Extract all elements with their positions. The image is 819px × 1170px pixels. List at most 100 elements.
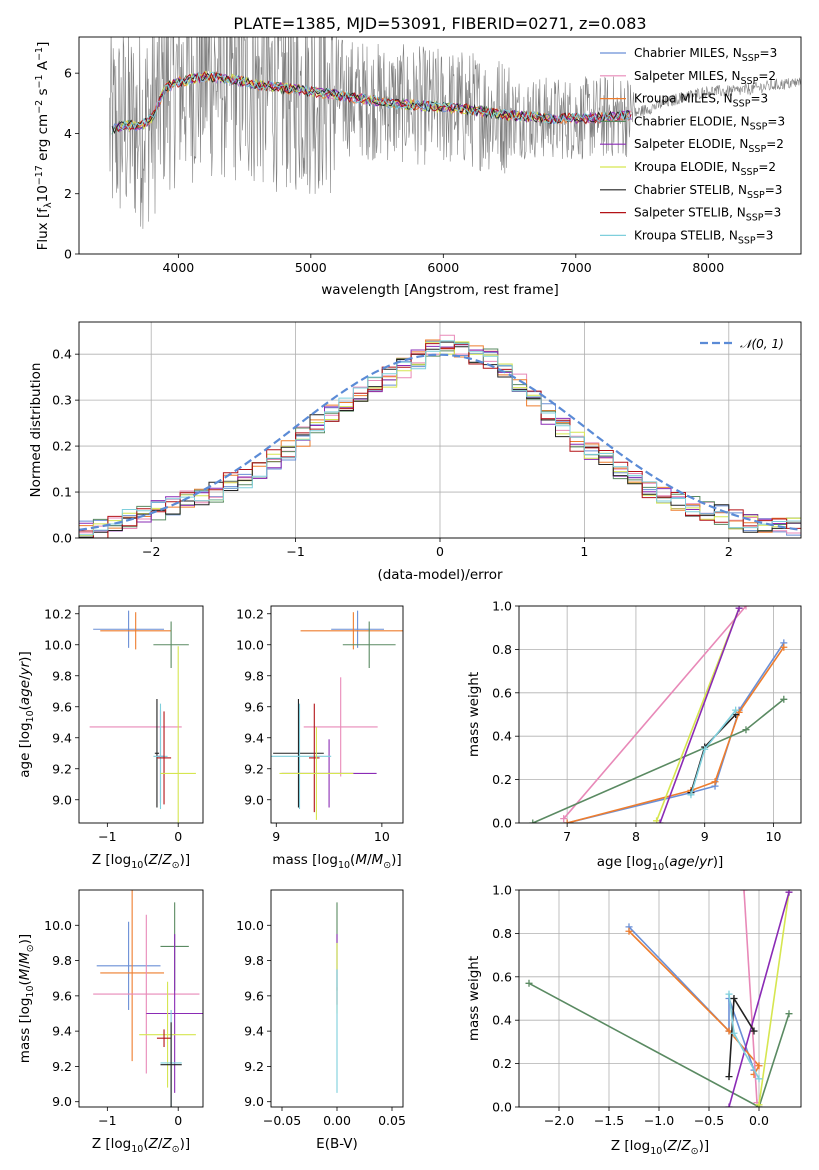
data-point-marker: [742, 726, 750, 734]
data-point-marker: [755, 1101, 763, 1107]
mass-weight-vs-age-panel: 7 8 9 10 0.0 0.2 0.4 0.6 0.8 1.0 age [log10(age/yr…: [466, 599, 802, 873]
mass-weight-line: [628, 926, 755, 1071]
legend-label: Salpeter MILES, NSSP=2: [634, 69, 776, 87]
data-point-marker: [711, 778, 719, 786]
x-tick-label: −1.5: [594, 1113, 624, 1128]
y-tick-label: 0.6: [492, 969, 512, 984]
x-tick-label: −2.0: [544, 1113, 574, 1128]
age-vs-metallicity-panel: −1 0 9.0 9.2 9.4 9.6 9.8 10.0 10.2 Z [log10(Z/Z⊙)…: [17, 605, 204, 871]
axes: 7 8 9 10 0.0 0.2 0.4 0.6 0.8 1.0: [492, 599, 802, 844]
axes-frame: [270, 605, 404, 824]
y-axis-label: Flux [fλ10−17 erg cm−2 s−1 A−1]: [34, 42, 54, 251]
figure-title: PLATE=1385, MJD=53091, FIBERID=0271, z=0…: [233, 14, 646, 33]
y-tick-label: 9.0: [52, 1094, 72, 1109]
x-tick-label: 0: [174, 829, 182, 844]
y-axis-label: mass weight: [466, 672, 482, 757]
axes: −1 0 9.0 9.2 9.4 9.6 9.8 10.0 10.2: [44, 605, 204, 844]
y-tick-label: 9.2: [244, 1059, 264, 1074]
data-point-marker: [653, 817, 661, 823]
y-axis-label: mass [log10(M/M⊙)]: [17, 934, 36, 1063]
y-tick-label: 9.4: [244, 730, 264, 745]
x-tick-label: −0.05: [263, 1113, 301, 1128]
y-tick-label: 9.6: [52, 699, 72, 714]
data-point-marker: [780, 695, 788, 703]
y-tick-label: 10.2: [44, 606, 72, 621]
x-axis-label: mass [log10(M/M⊙)]: [272, 852, 401, 871]
plot-area: [89, 610, 196, 823]
legend-label: Kroupa STELIB, NSSP=3: [634, 228, 773, 246]
y-tick-label: 9.8: [52, 953, 72, 968]
x-tick-label: −2: [142, 544, 160, 559]
data-point-marker: [750, 1027, 758, 1035]
x-tick-label: 0.0: [749, 1113, 769, 1128]
x-tick-label: 7000: [560, 260, 592, 275]
spectrum-panel: 4000 5000 6000 7000 8000 0 2 4 6 Chabrier MILES, …: [34, 36, 802, 298]
mass-weight-line: [659, 607, 740, 823]
plot-area: [529, 606, 788, 823]
histogram-step: [79, 340, 801, 536]
axes: 9 10 9.0 9.2 9.4 9.6 9.8 10.0 10.2: [236, 605, 404, 844]
y-tick-label: 9.6: [244, 988, 264, 1003]
mass-weight-vs-metallicity-panel: −2.0 −1.5 −1.0 −0.5 0.0 0.0 0.2 0.4 0.6 0.8 1.0 Z […: [466, 883, 802, 1157]
data-point-marker: [725, 1103, 733, 1107]
mass-weight-line: [728, 891, 790, 1107]
y-tick-label: 0.8: [492, 926, 512, 941]
y-tick-label: 10.0: [236, 637, 264, 652]
mass-weight-line: [566, 642, 785, 823]
mass-weight-line: [563, 606, 747, 820]
axes: 4000 5000 6000 7000 8000 0 2 4 6: [64, 36, 802, 275]
observed-spectrum-line: [109, 37, 801, 229]
y-tick-label: 9.0: [244, 1094, 264, 1109]
y-tick-label: 1.0: [492, 883, 512, 898]
y-tick-label: 1.0: [492, 599, 512, 614]
y-tick-label: 6: [64, 66, 72, 81]
x-tick-label: −1: [286, 544, 304, 559]
legend: Chabrier MILES, NSSP=3 Salpeter MILES, NS…: [600, 46, 785, 246]
y-tick-label: 9.6: [244, 699, 264, 714]
legend-label: Salpeter ELODIE, NSSP=2: [634, 137, 784, 155]
x-tick-label: 0.05: [378, 1113, 406, 1128]
mass-weight-line: [628, 930, 760, 1075]
y-tick-label: 0.6: [492, 685, 512, 700]
data-point-marker: [742, 606, 750, 610]
mass-weight-line: [532, 698, 785, 823]
x-axis-label: age [log10(age/yr)]: [597, 854, 723, 873]
mass-weight-line: [743, 890, 758, 1103]
data-point-marker: [755, 1075, 763, 1083]
mass-weight-line: [528, 982, 790, 1107]
plot-area: [109, 37, 801, 229]
data-point-marker: [740, 890, 748, 894]
data-point-marker: [625, 927, 633, 935]
data-point-marker: [735, 606, 743, 612]
data-point-marker: [732, 706, 740, 714]
y-tick-label: 0.2: [52, 439, 72, 454]
y-tick-label: 10.0: [236, 918, 264, 933]
x-tick-label: 4000: [162, 260, 194, 275]
axes-frame: [78, 36, 802, 255]
x-tick-label: −0.5: [694, 1113, 724, 1128]
data-point-marker: [785, 890, 793, 896]
y-axis-label: Normed distribution: [28, 363, 44, 498]
y-tick-label: 0.0: [492, 816, 512, 831]
x-axis-label: Z [log10(Z/Z⊙)]: [92, 852, 190, 871]
axes: −2.0 −1.5 −1.0 −0.5 0.0 0.0 0.2 0.4 0.6 0.8 1.0: [492, 883, 802, 1128]
y-tick-label: 9.2: [52, 1059, 72, 1074]
y-axis-label: mass weight: [466, 956, 482, 1041]
axes-frame: [518, 889, 802, 1108]
y-tick-label: 2: [64, 186, 72, 201]
x-axis-label: Z [log10(Z/Z⊙)]: [611, 1138, 709, 1157]
y-tick-label: 9.4: [52, 730, 72, 745]
data-point-marker: [563, 819, 571, 823]
y-tick-label: 9.6: [52, 988, 72, 1003]
x-axis-label: E(B-V): [316, 1136, 358, 1152]
x-axis-label: Z [log10(Z/Z⊙)]: [92, 1136, 190, 1155]
y-tick-label: 0: [64, 247, 72, 262]
x-tick-label: −1: [98, 1113, 116, 1128]
y-tick-label: 9.2: [52, 761, 72, 776]
y-tick-label: 9.0: [244, 792, 264, 807]
y-tick-label: 0.0: [52, 531, 72, 546]
x-tick-label: −1.0: [644, 1113, 674, 1128]
plot-area: [271, 610, 403, 820]
mass-weight-line: [758, 892, 790, 1105]
legend-label: Chabrier ELODIE, NSSP=3: [634, 114, 785, 132]
